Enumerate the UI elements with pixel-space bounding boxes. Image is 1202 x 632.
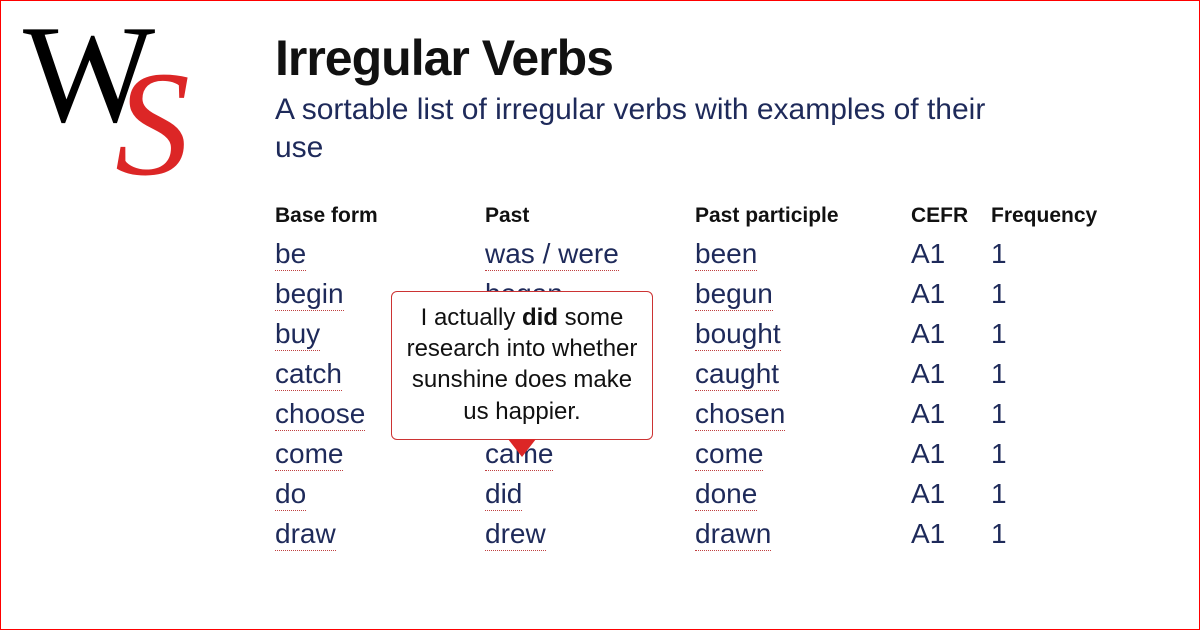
cell-cefr: A1 — [911, 238, 991, 270]
example-tooltip: I actually did some research into whethe… — [391, 291, 653, 440]
cell-freq: 1 — [991, 438, 1131, 470]
cell-past[interactable]: was / were — [485, 238, 695, 270]
cell-cefr: A1 — [911, 478, 991, 510]
cell-freq: 1 — [991, 358, 1131, 390]
cell-freq: 1 — [991, 238, 1131, 270]
tooltip-arrow-icon — [508, 439, 536, 457]
cell-freq: 1 — [991, 318, 1131, 350]
cell-cefr: A1 — [911, 398, 991, 430]
cell-freq: 1 — [991, 518, 1131, 550]
cell-past[interactable]: drew — [485, 518, 695, 550]
cell-pp[interactable]: begun — [695, 278, 911, 310]
tooltip-text-before: I actually — [421, 304, 522, 331]
cell-base[interactable]: do — [275, 478, 485, 510]
col-header-base[interactable]: Base form — [275, 204, 485, 228]
cell-pp[interactable]: come — [695, 438, 911, 470]
page-subtitle: A sortable list of irregular verbs with … — [275, 91, 1035, 166]
table-row: bewas / werebeenA11 — [275, 238, 1169, 278]
table-row: comecamecomeA11 — [275, 438, 1169, 478]
page-frame: W S Irregular Verbs A sortable list of i… — [0, 0, 1200, 630]
cell-pp[interactable]: chosen — [695, 398, 911, 430]
cell-base[interactable]: be — [275, 238, 485, 270]
cell-pp[interactable]: bought — [695, 318, 911, 350]
cell-freq: 1 — [991, 478, 1131, 510]
cell-pp[interactable]: drawn — [695, 518, 911, 550]
col-header-cefr[interactable]: CEFR — [911, 204, 991, 228]
cell-pp[interactable]: done — [695, 478, 911, 510]
cell-cefr: A1 — [911, 438, 991, 470]
table-row: drawdrewdrawnA11 — [275, 518, 1169, 558]
logo-letter-s: S — [115, 49, 190, 199]
col-header-pp[interactable]: Past participle — [695, 204, 911, 228]
table-header-row: Base form Past Past participle CEFR Freq… — [275, 204, 1169, 238]
table-row: dodiddoneA11 — [275, 478, 1169, 518]
cell-cefr: A1 — [911, 358, 991, 390]
cell-freq: 1 — [991, 398, 1131, 430]
tooltip-bold-word: did — [522, 304, 558, 331]
cell-base[interactable]: draw — [275, 518, 485, 550]
cell-pp[interactable]: caught — [695, 358, 911, 390]
col-header-freq[interactable]: Frequency — [991, 204, 1131, 228]
cell-base[interactable]: come — [275, 438, 485, 470]
cell-cefr: A1 — [911, 278, 991, 310]
page-title: Irregular Verbs — [275, 29, 1169, 87]
cell-past[interactable]: did — [485, 478, 695, 510]
cell-cefr: A1 — [911, 318, 991, 350]
cell-cefr: A1 — [911, 518, 991, 550]
cell-freq: 1 — [991, 278, 1131, 310]
col-header-past[interactable]: Past — [485, 204, 695, 228]
logo: W S — [23, 29, 223, 189]
cell-pp[interactable]: been — [695, 238, 911, 270]
